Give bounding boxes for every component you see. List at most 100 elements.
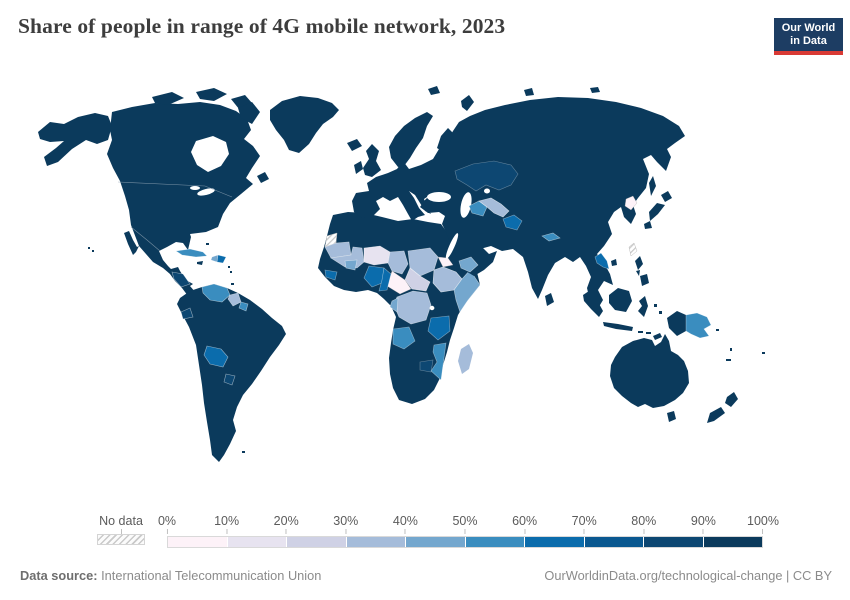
map-region-yemen[interactable]: [458, 256, 479, 273]
map-region-sumatra[interactable]: [583, 291, 603, 317]
map-region-japan[interactable]: [649, 203, 665, 221]
map-region-papua-new-guinea[interactable]: [685, 312, 712, 339]
legend-bin-40-50%[interactable]: [406, 537, 466, 547]
map-region-sakhalin[interactable]: [649, 176, 656, 196]
legend-tick: 40%: [393, 514, 418, 534]
map-region-mauritania[interactable]: [324, 241, 352, 259]
map-region-japan[interactable]: [661, 191, 672, 202]
map-region-solomon-islands[interactable]: [716, 329, 719, 331]
map-region-zimbabwe[interactable]: [419, 359, 434, 373]
map-region-paraguay[interactable]: [223, 373, 236, 386]
map-region-lesser-sunda[interactable]: [638, 331, 643, 333]
legend-bin-60-70%[interactable]: [525, 537, 585, 547]
map-region-laos[interactable]: [594, 252, 610, 270]
map-region-kazakhstan[interactable]: [454, 160, 519, 192]
map-region-java[interactable]: [603, 322, 633, 331]
map-region-arctic-islands[interactable]: [196, 88, 227, 101]
map-region-japan[interactable]: [644, 221, 652, 229]
map-region-lesser-antilles[interactable]: [230, 271, 232, 273]
map-region-bahamas[interactable]: [206, 243, 209, 245]
map-region-baffin-island[interactable]: [238, 102, 260, 124]
map-region-trinidad[interactable]: [231, 283, 234, 285]
map-region-alaska[interactable]: [38, 113, 112, 166]
red-sea: [445, 233, 459, 259]
map-region-afghanistan[interactable]: [502, 214, 523, 231]
map-region-north-korea[interactable]: [624, 195, 638, 211]
map-region-nepal[interactable]: [541, 232, 561, 242]
map-region-tanzania[interactable]: [427, 315, 451, 341]
map-region-chad[interactable]: [387, 250, 409, 275]
map-region-south-america[interactable]: [177, 284, 286, 462]
map-region-north-america[interactable]: [107, 102, 260, 304]
map-region-svalbard[interactable]: [428, 86, 440, 95]
map-region-timor[interactable]: [653, 333, 662, 340]
map-region-venezuela[interactable]: [201, 283, 231, 303]
map-region-nigeria[interactable]: [363, 265, 385, 288]
map-region-sri-lanka[interactable]: [545, 293, 554, 306]
map-region-new-zealand-north[interactable]: [725, 392, 738, 407]
map-region-new-zealand-south[interactable]: [707, 407, 725, 423]
map-region-australia[interactable]: [610, 334, 689, 408]
map-region-bolivia[interactable]: [203, 345, 229, 368]
map-region-arctic-islands[interactable]: [231, 95, 252, 109]
map-region-newfoundland[interactable]: [257, 172, 269, 183]
map-region-vanuatu[interactable]: [730, 348, 732, 351]
legend-bin-0-10%[interactable]: [168, 537, 228, 547]
map-region-greenland[interactable]: [270, 96, 339, 153]
legend-bin-10-20%[interactable]: [227, 537, 287, 547]
map-region-madagascar[interactable]: [458, 344, 473, 374]
map-region-hawaii[interactable]: [92, 250, 94, 252]
legend-tick-mark: [643, 529, 645, 534]
map-region-great-britain[interactable]: [363, 144, 381, 177]
map-region-guinea[interactable]: [324, 269, 338, 281]
map-region-iceland[interactable]: [347, 139, 362, 151]
map-region-sulawesi[interactable]: [638, 296, 648, 317]
map-region-tasmania[interactable]: [667, 411, 676, 422]
map-region-ireland[interactable]: [354, 161, 363, 174]
map-region-eurasia[interactable]: [352, 97, 685, 310]
map-region-cameroon[interactable]: [378, 267, 392, 292]
map-region-novaya-zemlya[interactable]: [461, 95, 474, 111]
map-region-philippines[interactable]: [640, 274, 649, 286]
map-region-uzbekistan[interactable]: [478, 197, 510, 218]
map-region-angola[interactable]: [392, 326, 416, 350]
map-region-suriname[interactable]: [238, 301, 249, 312]
map-region-congo[interactable]: [389, 297, 399, 313]
legend-bin-90-100%[interactable]: [703, 537, 762, 547]
map-region-turkmenistan[interactable]: [468, 200, 488, 217]
map-region-ecuador[interactable]: [180, 307, 194, 320]
map-region-severnaya-zemlya[interactable]: [524, 88, 534, 96]
map-region-guyana[interactable]: [227, 292, 242, 307]
map-region-west-papua[interactable]: [667, 311, 686, 336]
map-region-finland[interactable]: [437, 128, 454, 152]
map-region-moluccas[interactable]: [659, 311, 662, 314]
map-region-falkland-islands[interactable]: [242, 451, 245, 453]
map-region-lesser-sunda[interactable]: [646, 332, 651, 334]
map-region-arctic-islands[interactable]: [152, 92, 184, 105]
legend-bin-30-40%[interactable]: [346, 537, 406, 547]
map-region-cuba[interactable]: [175, 248, 208, 258]
map-region-new-siberian-islands[interactable]: [590, 87, 600, 93]
map-region-mozambique[interactable]: [430, 342, 447, 381]
legend-bin-50-60%[interactable]: [465, 537, 525, 547]
map-region-new-caledonia[interactable]: [726, 359, 731, 361]
map-region-hawaii[interactable]: [88, 247, 90, 249]
map-region-taiwan[interactable]: [628, 242, 638, 257]
map-region-borneo[interactable]: [609, 288, 632, 312]
legend-bin-70-80%[interactable]: [584, 537, 644, 547]
map-region-dominican-republic[interactable]: [216, 254, 227, 264]
map-region-jamaica[interactable]: [197, 261, 203, 265]
map-region-honduras-nicaragua[interactable]: [171, 271, 191, 288]
map-region-fiji[interactable]: [762, 352, 765, 354]
map-region-eritrea[interactable]: [437, 256, 454, 268]
map-region-burkina-faso[interactable]: [344, 259, 358, 271]
map-region-scandinavia[interactable]: [389, 112, 433, 167]
legend-no-data-swatch[interactable]: [97, 534, 145, 545]
legend-bin-20-30%[interactable]: [287, 537, 347, 547]
map-region-philippines[interactable]: [635, 256, 643, 270]
map-region-lesser-antilles[interactable]: [228, 266, 230, 268]
map-region-philippines[interactable]: [636, 270, 640, 276]
legend-bin-80-90%[interactable]: [644, 537, 704, 547]
map-region-hainan[interactable]: [611, 259, 617, 266]
map-region-moluccas[interactable]: [654, 304, 657, 307]
